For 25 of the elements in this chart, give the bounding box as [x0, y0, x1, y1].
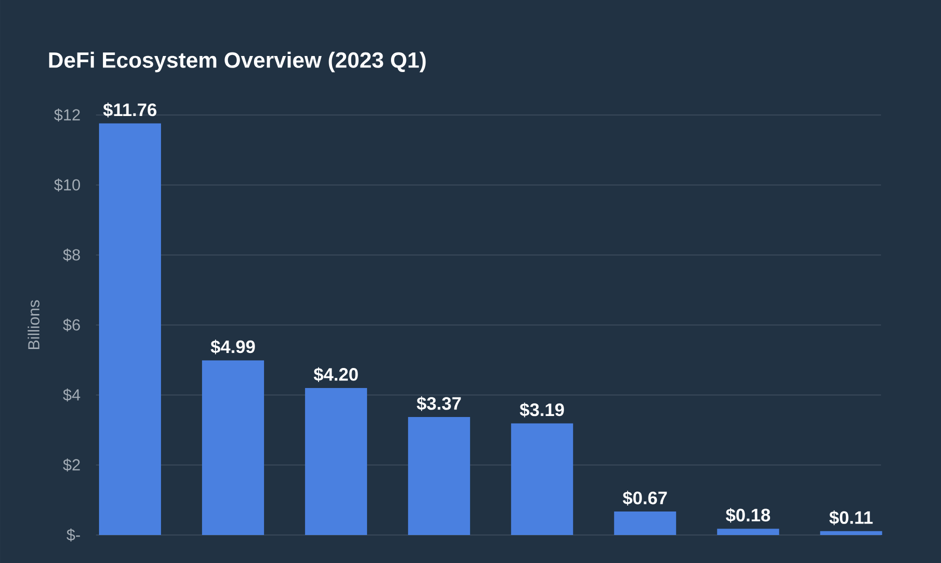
data-label: $3.19 [520, 402, 564, 418]
y-tick-label: $4 [63, 388, 80, 402]
data-label: $0.18 [726, 508, 770, 523]
bar [511, 423, 574, 535]
data-label: $0.11 [829, 510, 873, 526]
y-tick-label: $12 [54, 108, 80, 122]
y-axis-title: Billions [28, 300, 40, 350]
y-tick-label: $6 [63, 318, 80, 332]
bar [820, 531, 882, 535]
y-tick-label: $10 [54, 178, 80, 192]
y-tick-label: $8 [63, 248, 80, 262]
bar [408, 417, 470, 535]
bar [717, 528, 780, 535]
data-label: $3.37 [416, 396, 461, 411]
data-label: $11.76 [103, 102, 156, 118]
bar [99, 123, 162, 535]
bar [305, 388, 368, 535]
chart-title: DeFi Ecosystem Overview (2023 Q1) [49, 52, 426, 72]
bar [202, 360, 264, 535]
data-label: $4.20 [314, 367, 358, 382]
y-tick-label: $2 [63, 458, 80, 472]
bar [614, 512, 676, 535]
y-tick-label: $- [66, 528, 80, 542]
data-label: $4.99 [210, 340, 255, 354]
data-label: $0.67 [622, 490, 667, 506]
